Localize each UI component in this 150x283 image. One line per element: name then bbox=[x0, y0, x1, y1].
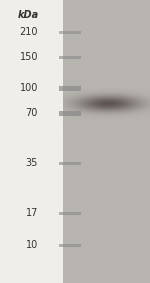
Text: 210: 210 bbox=[20, 27, 38, 37]
Text: 100: 100 bbox=[20, 83, 38, 93]
FancyBboxPatch shape bbox=[59, 110, 81, 115]
FancyBboxPatch shape bbox=[59, 162, 81, 164]
FancyBboxPatch shape bbox=[63, 0, 150, 283]
Text: 17: 17 bbox=[26, 208, 38, 218]
FancyBboxPatch shape bbox=[59, 243, 81, 246]
FancyBboxPatch shape bbox=[59, 55, 81, 59]
FancyBboxPatch shape bbox=[59, 85, 81, 91]
Text: 35: 35 bbox=[26, 158, 38, 168]
Text: 10: 10 bbox=[26, 240, 38, 250]
Text: 150: 150 bbox=[20, 52, 38, 62]
FancyBboxPatch shape bbox=[59, 31, 81, 33]
Text: 70: 70 bbox=[26, 108, 38, 118]
FancyBboxPatch shape bbox=[59, 211, 81, 215]
Text: kDa: kDa bbox=[18, 10, 39, 20]
